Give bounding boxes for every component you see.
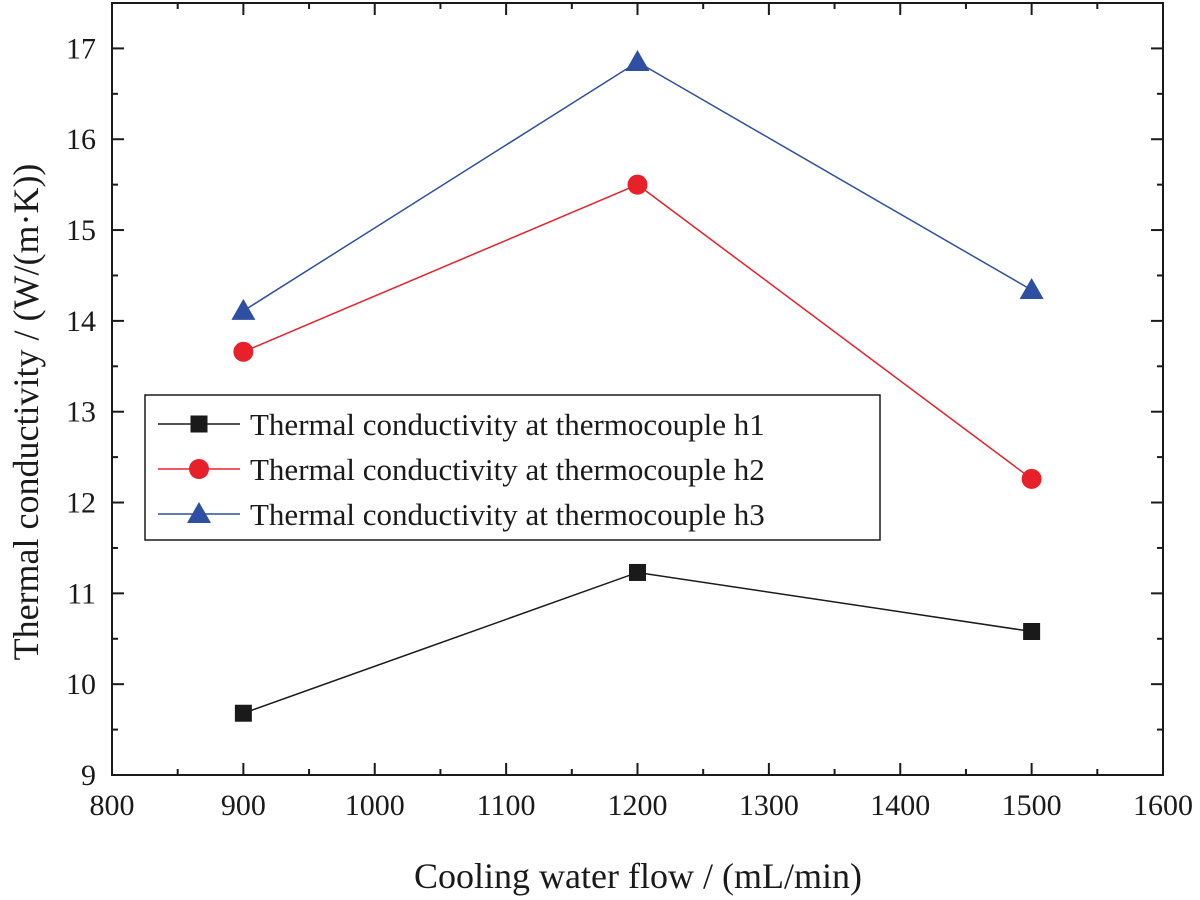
x-tick-label: 1300 bbox=[739, 789, 799, 822]
y-tick-label: 12 bbox=[66, 487, 96, 520]
legend-item: Thermal conductivity at thermocouple h3 bbox=[158, 497, 765, 532]
x-tick-label: 1400 bbox=[870, 789, 930, 822]
y-tick-label: 11 bbox=[67, 577, 96, 610]
y-axis-title: Thermal conductivity / (W/(m·K)) bbox=[6, 164, 46, 661]
plot-layer: 800 900 1000 1100 1200 1300 1400 1500 1600 9 10 11 1… bbox=[66, 2, 1193, 822]
legend: Thermal conductivity at thermocouple h1 T… bbox=[144, 394, 881, 541]
legend-item: Thermal conductivity at thermocouple h2 bbox=[158, 452, 765, 487]
legend-label: Thermal conductivity at thermocouple h2 bbox=[250, 452, 765, 487]
y-tick-label: 15 bbox=[66, 214, 96, 247]
x-tick-label: 800 bbox=[90, 789, 135, 822]
legend-label: Thermal conductivity at thermocouple h1 bbox=[250, 407, 765, 442]
y-tick-label: 16 bbox=[66, 123, 96, 156]
legend-marker bbox=[190, 415, 208, 433]
data-point bbox=[625, 50, 650, 72]
y-tick-label: 13 bbox=[66, 396, 96, 429]
y-tick-label: 14 bbox=[66, 305, 96, 338]
data-point bbox=[231, 298, 256, 320]
data-point bbox=[1021, 468, 1042, 489]
y-tick-label: 9 bbox=[81, 759, 96, 792]
data-point bbox=[629, 563, 646, 581]
x-tick-label: 1500 bbox=[1002, 789, 1062, 822]
y-tick-label: 10 bbox=[66, 668, 96, 701]
x-tick-label: 900 bbox=[221, 789, 266, 822]
x-tick-label: 1000 bbox=[345, 789, 405, 822]
legend-item: Thermal conductivity at thermocouple h1 bbox=[158, 407, 765, 442]
legend-marker bbox=[187, 502, 211, 523]
series-2 bbox=[233, 174, 1042, 489]
series-line-1 bbox=[243, 571, 1032, 714]
data-point bbox=[234, 704, 252, 722]
legend-label: Thermal conductivity at thermocouple h3 bbox=[250, 497, 765, 532]
x-axis-title: Cooling water flow / (mL/min) bbox=[414, 856, 862, 896]
x-tick-label: 1100 bbox=[477, 789, 536, 822]
series-3 bbox=[231, 50, 1044, 320]
data-point bbox=[1023, 622, 1041, 640]
legend-marker bbox=[189, 459, 209, 479]
x-tick-label: 1200 bbox=[608, 789, 668, 822]
legend-box bbox=[144, 394, 881, 541]
x-tick-label: 1600 bbox=[1133, 789, 1193, 822]
y-tick-label: 17 bbox=[66, 32, 96, 65]
data-point bbox=[233, 341, 254, 362]
series-1 bbox=[234, 563, 1041, 722]
data-point bbox=[1019, 278, 1044, 300]
data-point bbox=[627, 174, 648, 195]
plot-frame bbox=[111, 2, 1164, 776]
